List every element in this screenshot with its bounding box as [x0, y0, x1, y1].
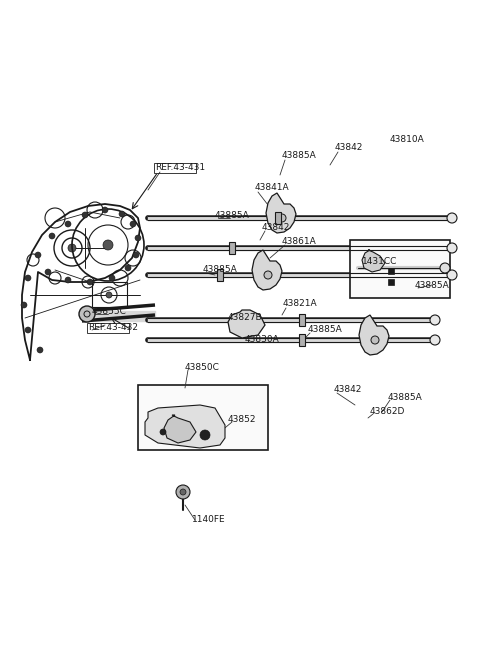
Bar — [87, 323, 129, 333]
Polygon shape — [164, 415, 196, 443]
Polygon shape — [228, 310, 265, 338]
Text: 43842: 43842 — [262, 223, 290, 233]
Bar — [138, 385, 268, 450]
Circle shape — [447, 270, 457, 280]
Text: REF.43-432: REF.43-432 — [88, 324, 138, 333]
Circle shape — [130, 221, 136, 227]
Polygon shape — [252, 250, 282, 290]
Circle shape — [45, 269, 51, 275]
Text: REF.43-431: REF.43-431 — [155, 164, 205, 172]
Circle shape — [135, 235, 141, 241]
Text: 43852: 43852 — [228, 415, 256, 424]
Polygon shape — [145, 405, 225, 448]
Circle shape — [447, 213, 457, 223]
Circle shape — [160, 429, 166, 435]
Polygon shape — [359, 315, 389, 355]
Bar — [154, 163, 196, 173]
Circle shape — [21, 302, 27, 308]
Text: 43885A: 43885A — [388, 394, 423, 403]
Bar — [350, 240, 450, 298]
Circle shape — [125, 265, 131, 271]
Text: 43885A: 43885A — [415, 280, 450, 290]
Circle shape — [68, 244, 76, 252]
Text: 43827B: 43827B — [228, 314, 263, 322]
Bar — [299, 334, 305, 346]
Circle shape — [49, 233, 55, 239]
Circle shape — [200, 430, 210, 440]
Text: 43885A: 43885A — [203, 265, 238, 274]
Circle shape — [440, 263, 450, 273]
Bar — [275, 212, 281, 224]
Circle shape — [447, 243, 457, 253]
Text: 43885A: 43885A — [282, 151, 317, 160]
Text: 1140FE: 1140FE — [192, 515, 226, 525]
Circle shape — [37, 347, 43, 353]
Text: 43850C: 43850C — [185, 364, 220, 373]
Text: 43861A: 43861A — [282, 238, 317, 246]
Circle shape — [430, 315, 440, 325]
Text: 43810A: 43810A — [390, 136, 425, 145]
Circle shape — [264, 271, 272, 279]
Circle shape — [25, 275, 31, 281]
Text: 43830A: 43830A — [245, 335, 280, 345]
Text: 43841A: 43841A — [255, 183, 289, 193]
Circle shape — [82, 212, 88, 218]
Text: 43855C: 43855C — [92, 307, 127, 316]
Circle shape — [87, 279, 93, 285]
Text: 43821A: 43821A — [283, 299, 318, 309]
Polygon shape — [362, 250, 385, 272]
Circle shape — [430, 335, 440, 345]
Circle shape — [278, 214, 286, 222]
Circle shape — [103, 240, 113, 250]
Text: 43885A: 43885A — [215, 210, 250, 219]
Circle shape — [176, 485, 190, 499]
Text: 43885A: 43885A — [308, 326, 343, 335]
Bar — [217, 269, 223, 281]
Circle shape — [106, 292, 112, 298]
Circle shape — [119, 211, 125, 217]
Circle shape — [25, 327, 31, 333]
Circle shape — [102, 207, 108, 213]
Bar — [92, 282, 127, 307]
Bar — [299, 314, 305, 326]
Bar — [388, 268, 394, 274]
Text: 43842: 43842 — [334, 386, 362, 394]
Circle shape — [35, 252, 41, 258]
Circle shape — [65, 277, 71, 283]
Bar — [388, 279, 394, 285]
Text: 43862D: 43862D — [370, 407, 406, 417]
Text: 43842: 43842 — [335, 143, 363, 151]
Circle shape — [65, 221, 71, 227]
Circle shape — [133, 252, 139, 258]
Circle shape — [79, 306, 95, 322]
Circle shape — [109, 275, 115, 281]
Text: 1431CC: 1431CC — [362, 257, 397, 267]
Circle shape — [371, 336, 379, 344]
Circle shape — [180, 489, 186, 495]
Polygon shape — [266, 193, 296, 233]
Bar — [229, 242, 235, 254]
